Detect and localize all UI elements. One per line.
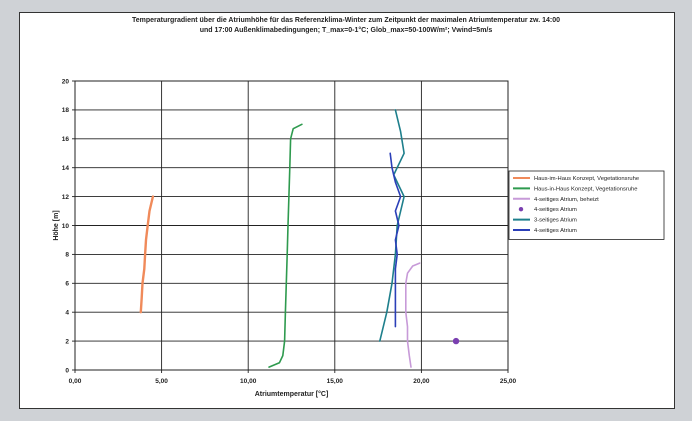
y-tick-label: 14 xyxy=(62,165,70,172)
x-axis-label: Atriumtemperatur [°C] xyxy=(255,390,329,398)
y-tick-label: 2 xyxy=(65,338,69,345)
chart-title-line-2: und 17:00 Außenklimabedingungen; T_max=0… xyxy=(199,27,493,34)
x-tick-label: 15,00 xyxy=(327,378,344,385)
x-tick-label: 5,00 xyxy=(155,378,168,385)
legend-label: 4-seitiges Atrium, beheizt xyxy=(534,197,599,203)
y-tick-label: 20 xyxy=(62,78,70,85)
chart-title: Temperaturgradient über die Atriumhöhe f… xyxy=(0,16,692,36)
y-tick-label: 10 xyxy=(62,223,70,230)
legend-label: 4-seitiges Atrium xyxy=(534,207,577,213)
legend-box xyxy=(508,170,665,240)
legend-label: Haus-im-Haus Konzept, Vegetationsruhe xyxy=(534,176,639,182)
series-5-line xyxy=(389,152,402,328)
series-3-point xyxy=(452,337,460,345)
x-tick-label: 0,00 xyxy=(69,378,82,385)
y-tick-label: 8 xyxy=(65,252,69,259)
y-tick-label: 0 xyxy=(65,367,69,374)
x-tick-label: 25,00 xyxy=(500,378,517,385)
x-tick-label: 20,00 xyxy=(413,378,430,385)
y-tick-label: 18 xyxy=(62,107,70,114)
legend-label: 4-seitiges Atrium xyxy=(534,228,577,234)
legend-label: Haus-in-Haus Konzept, Vegetationsruhe xyxy=(534,186,637,192)
series-2-line xyxy=(405,262,421,368)
x-tick-label: 10,00 xyxy=(240,378,257,385)
y-tick-label: 12 xyxy=(62,194,70,201)
legend-label: 3-seitiges Atrium xyxy=(534,218,577,224)
plot-border xyxy=(74,80,509,371)
series-4-line xyxy=(379,109,405,342)
y-tick-label: 6 xyxy=(65,281,69,288)
chart-title-line-1: Temperaturgradient über die Atriumhöhe f… xyxy=(131,17,561,24)
legend-marker xyxy=(518,207,524,212)
y-axis-label: Höhe [m] xyxy=(53,210,60,240)
y-tick-label: 16 xyxy=(62,136,70,143)
series-0-line xyxy=(139,195,155,314)
series-1-line xyxy=(268,123,303,368)
y-tick-label: 4 xyxy=(65,310,69,317)
